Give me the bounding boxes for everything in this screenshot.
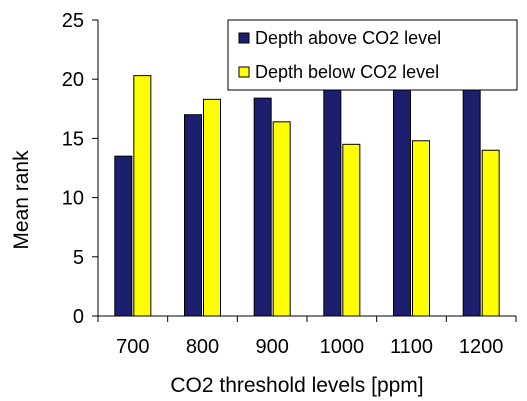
y-axis-title: Mean rank: [10, 150, 33, 250]
legend-label-depth-above: Depth above CO2 level: [255, 28, 441, 48]
y-tick-label: 10: [62, 188, 84, 210]
bar-depth-above-800: [184, 114, 202, 317]
y-tick-label: 25: [62, 10, 84, 32]
x-axis: 700 800 900 1000 1100 1200: [97, 315, 517, 358]
x-tick-label: 800: [186, 336, 219, 358]
bar-depth-below-800: [203, 98, 221, 317]
legend-swatch-depth-above: [238, 32, 250, 44]
legend-swatch-depth-below: [238, 66, 250, 78]
y-tick-label: 5: [73, 247, 84, 269]
bar-depth-below-1100: [412, 140, 430, 317]
y-tick-label: 15: [62, 128, 84, 150]
x-tick-label: 1200: [459, 336, 504, 358]
x-axis-title: CO2 threshold levels [ppm]: [170, 374, 423, 397]
bar-depth-above-1200: [462, 78, 481, 317]
bar-depth-below-900: [272, 121, 291, 317]
bar-depth-above-900: [253, 97, 272, 317]
bar-depth-below-1000: [342, 143, 361, 317]
bar-depth-below-1200: [481, 149, 500, 317]
x-tick-label: 1100: [390, 336, 433, 358]
legend-box: [227, 19, 518, 91]
x-tick-label: 900: [255, 336, 288, 358]
bar-depth-above-1100: [393, 86, 411, 317]
bar-depth-above-700: [114, 155, 133, 317]
plot-area: [114, 75, 500, 317]
y-axis: 0 5 10 15 20 25: [62, 10, 99, 328]
x-tick-label: 1000: [320, 336, 365, 358]
y-tick-label: 20: [62, 69, 84, 91]
y-tick-label: 0: [73, 306, 84, 328]
x-tick-label: 700: [116, 336, 149, 358]
legend: Depth above CO2 level Depth below CO2 le…: [227, 19, 518, 91]
legend-label-depth-below: Depth below CO2 level: [255, 62, 439, 82]
bar-depth-above-1000: [323, 83, 342, 317]
bar-depth-below-700: [133, 75, 152, 317]
